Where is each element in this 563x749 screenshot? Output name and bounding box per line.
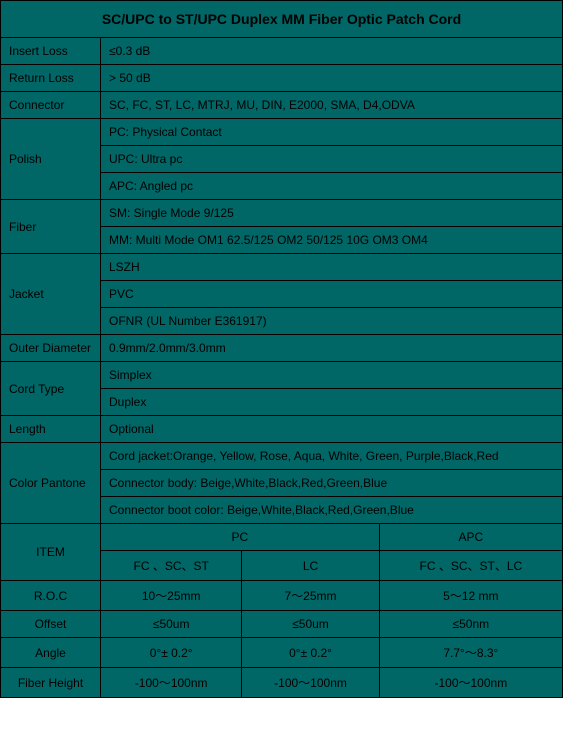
apc-sub: FC 、SC、ST、LC — [379, 551, 562, 581]
angle-c2: 0°± 0.2° — [242, 638, 379, 668]
jacket-row-2: OFNR (UL Number E361917) — [101, 308, 563, 335]
polish-row-1: UPC: Ultra pc — [101, 146, 563, 173]
return-loss-value: > 50 dB — [101, 65, 563, 92]
pc-sub2: LC — [242, 551, 379, 581]
pc-sub1: FC 、SC、ST — [101, 551, 242, 581]
cord-type-label: Cord Type — [1, 362, 101, 416]
length-value: Optional — [101, 416, 563, 443]
return-loss-label: Return Loss — [1, 65, 101, 92]
polish-label: Polish — [1, 119, 101, 200]
offset-c2: ≤50um — [242, 611, 379, 638]
polish-row-0: PC: Physical Contact — [101, 119, 563, 146]
angle-c1: 0°± 0.2° — [101, 638, 242, 668]
cord-type-row-0: Simplex — [101, 362, 563, 389]
length-label: Length — [1, 416, 101, 443]
fiber-row-1: MM: Multi Mode OM1 62.5/125 OM2 50/125 1… — [101, 227, 563, 254]
jacket-row-0: LSZH — [101, 254, 563, 281]
fiber-label: Fiber — [1, 200, 101, 254]
angle-c3: 7.7°～8.3° — [379, 638, 562, 668]
offset-c3: ≤50nm — [379, 611, 562, 638]
jacket-row-1: PVC — [101, 281, 563, 308]
color-pantone-row-0: Cord jacket:Orange, Yellow, Rose, Aqua, … — [101, 443, 563, 470]
offset-label: Offset — [1, 611, 101, 638]
outer-diameter-value: 0.9mm/2.0mm/3.0mm — [101, 335, 563, 362]
fiber-height-c1: -100～100nm — [101, 668, 242, 698]
color-pantone-row-1: Connector body: Beige,White,Black,Red,Gr… — [101, 470, 563, 497]
fiber-height-c3: -100～100nm — [379, 668, 562, 698]
fiber-row-0: SM: Single Mode 9/125 — [101, 200, 563, 227]
pc-header: PC — [101, 524, 380, 551]
offset-c1: ≤50um — [101, 611, 242, 638]
roc-label: R.O.C — [1, 581, 101, 611]
cord-type-row-1: Duplex — [101, 389, 563, 416]
roc-c2: 7～25mm — [242, 581, 379, 611]
spec-table: SC/UPC to ST/UPC Duplex MM Fiber Optic P… — [0, 0, 563, 698]
item-header: ITEM — [1, 524, 101, 581]
polish-row-2: APC: Angled pc — [101, 173, 563, 200]
angle-label: Angle — [1, 638, 101, 668]
connector-value: SC, FC, ST, LC, MTRJ, MU, DIN, E2000, SM… — [101, 92, 563, 119]
outer-diameter-label: Outer Diameter — [1, 335, 101, 362]
jacket-label: Jacket — [1, 254, 101, 335]
insert-loss-value: ≤0.3 dB — [101, 38, 563, 65]
insert-loss-label: Insert Loss — [1, 38, 101, 65]
connector-label: Connector — [1, 92, 101, 119]
fiber-height-c2: -100～100nm — [242, 668, 379, 698]
fiber-height-label: Fiber Height — [1, 668, 101, 698]
color-pantone-label: Color Pantone — [1, 443, 101, 524]
table-title: SC/UPC to ST/UPC Duplex MM Fiber Optic P… — [1, 1, 563, 38]
roc-c3: 5～12 mm — [379, 581, 562, 611]
color-pantone-row-2: Connector boot color: Beige,White,Black,… — [101, 497, 563, 524]
apc-header: APC — [379, 524, 562, 551]
roc-c1: 10～25mm — [101, 581, 242, 611]
